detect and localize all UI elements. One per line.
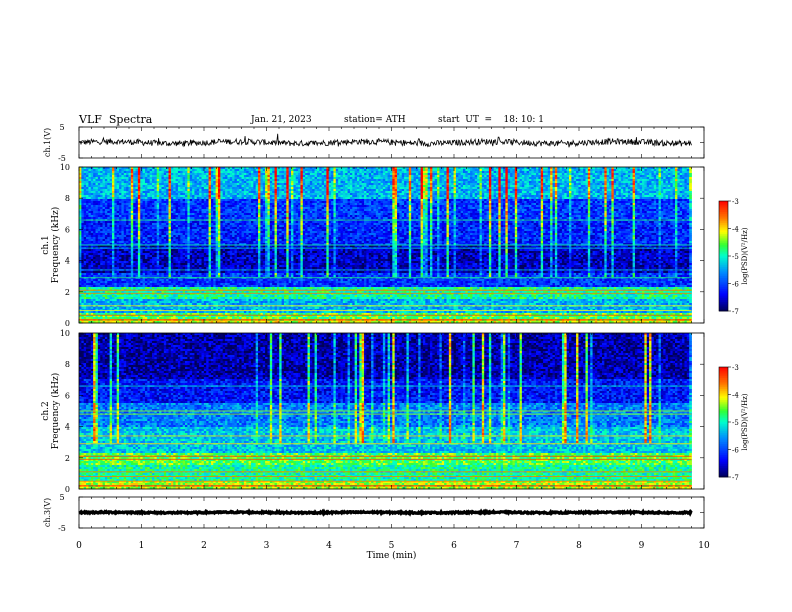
ch1-waveform-series-line (79, 134, 692, 148)
ch1-spectrogram-heatmap (79, 167, 692, 323)
y-tick-label: 5 (59, 123, 64, 132)
y-tick-label: -5 (58, 154, 66, 163)
vlf-spectra-figure: 5-5ch.1(V)0246810ch.1 Frequency (kHz)-3-4… (0, 0, 792, 612)
y-axis-label: ch.1(V) (43, 128, 52, 157)
